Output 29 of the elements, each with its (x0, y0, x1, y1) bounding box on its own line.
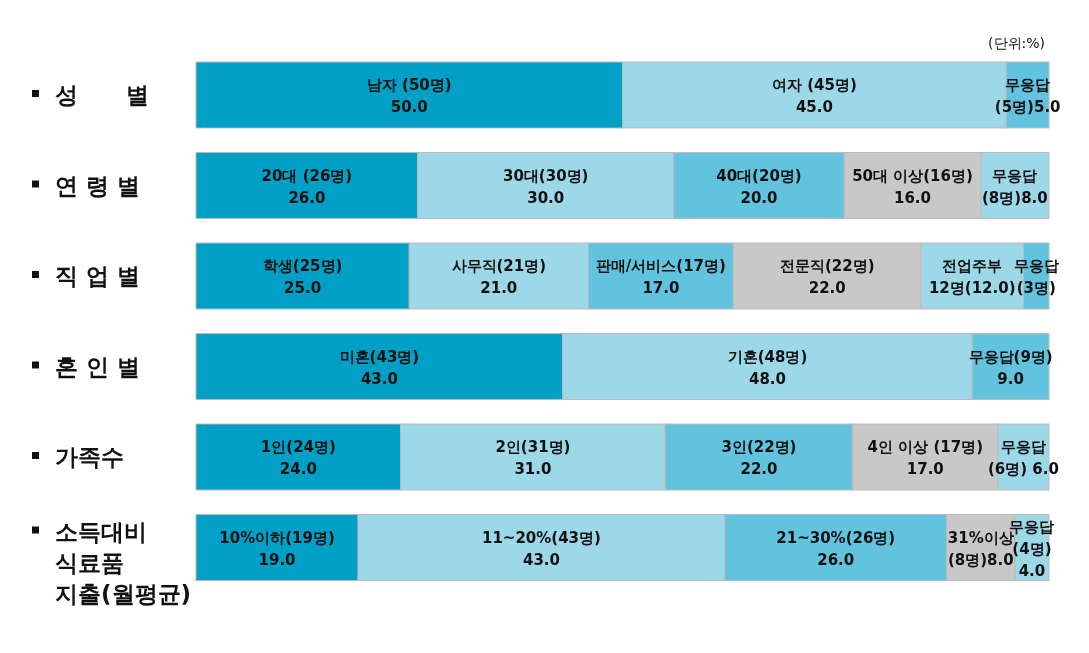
data-label: 전문직(22명) 22.0 (779, 257, 875, 297)
data-label: 판매/서비스(17명) 17.0 (595, 257, 726, 297)
data-label: 사무직(21명) 21.0 (451, 257, 547, 297)
data-label: 50대 이상(16명) 16.0 (852, 166, 973, 207)
data-label: 2인(31명) 31.0 (495, 438, 571, 478)
y-tick-label: 성 별 (55, 82, 150, 108)
data-label: 무응답 (8명)8.0 (982, 166, 1048, 207)
data-label: 기혼(48명) 48.0 (727, 347, 808, 388)
data-label: 무응답 (6명) 6.0 (987, 438, 1059, 478)
y-tick-label: 연 령 별 (55, 172, 141, 199)
data-label: 1인(24명) 24.0 (260, 438, 336, 478)
data-label: 30대(30명) 30.0 (503, 166, 589, 207)
data-label: 20대 (26명) 26.0 (261, 166, 353, 207)
data-label: 11~20%(43명) 43.0 (482, 528, 601, 569)
y-tick-label: 소득대비 식료품 지출(월평균) (55, 518, 192, 607)
data-label: 학생(25명) 25.0 (262, 257, 343, 297)
data-label: 21~30%(26명) 26.0 (776, 528, 896, 569)
data-label: 10%이하(19명) 19.0 (219, 528, 335, 569)
y-tick-label: 직 업 별 (55, 263, 141, 289)
data-label: 남자 (50명) 50.0 (366, 76, 452, 116)
data-label: 40대(20명) 20.0 (716, 166, 802, 207)
y-tick-label: 혼 인 별 (55, 353, 141, 380)
data-label: 미혼(43명) 43.0 (339, 347, 420, 388)
data-label: 여자 (45명) 45.0 (772, 76, 857, 116)
data-label: 3인(22명) 22.0 (721, 438, 797, 478)
data-label: 전업주부 12명(12.0) (928, 257, 1016, 297)
annotation: (단위:%) (988, 35, 1045, 51)
y-tick-label: 가족수 (55, 444, 124, 470)
data-label: 4인 이상 (17명) 17.0 (867, 438, 984, 478)
